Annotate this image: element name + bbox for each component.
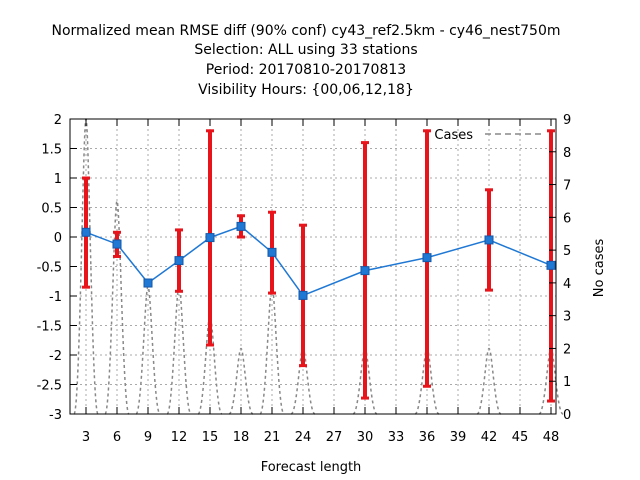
y-tick-label: 0 (54, 231, 62, 246)
y2-tick-label: 7 (563, 179, 571, 194)
x-tick-label: 12 (171, 430, 188, 445)
x-tick-label: 42 (481, 430, 498, 445)
y-tick-label: -1 (49, 290, 62, 305)
y2-tick-label: 9 (563, 113, 571, 128)
y2-tick-label: 0 (563, 408, 571, 423)
cases-peak (476, 347, 502, 415)
mean-point (267, 247, 277, 257)
cases-peak (197, 314, 223, 415)
mean-point (484, 235, 494, 245)
x-tick-label: 18 (233, 430, 250, 445)
error-bars (82, 129, 555, 403)
title-line-4: Visibility Hours: {00,06,12,18} (198, 82, 414, 98)
x-tick-label: 36 (419, 430, 436, 445)
y-tick-label: -1.5 (37, 320, 62, 335)
title-line-1: Normalized mean RMSE diff (90% conf) cy4… (51, 23, 560, 39)
x-tick-label: 9 (144, 430, 152, 445)
mean-point (143, 278, 153, 288)
legend: Cases (434, 128, 543, 143)
title-line-3: Period: 20170810-20170813 (206, 62, 406, 78)
y2-tick-label: 1 (563, 375, 571, 390)
mean-point (81, 227, 91, 237)
y-tick-label: 0.5 (41, 202, 62, 217)
y-tick-label: 2 (54, 113, 62, 128)
plot-frame (69, 118, 557, 415)
x-tick-label: 27 (326, 430, 343, 445)
y-tick-label: 1 (54, 172, 62, 187)
y2-tick-label: 2 (563, 342, 571, 357)
x-tick-label: 24 (295, 430, 312, 445)
x-axis-label: Forecast length (261, 460, 362, 475)
y2-tick-label: 4 (563, 277, 571, 292)
y-axis-ticks: 2 1.5 1 0.5 0 -0.5 -1 -1.5 -2 -2.5 -3 (37, 113, 77, 423)
x-tick-label: 39 (450, 430, 467, 445)
x-tick-label: 48 (543, 430, 560, 445)
x-tick-label: 6 (113, 430, 121, 445)
y2-tick-label: 3 (563, 310, 571, 325)
mean-point (298, 290, 308, 300)
chart-title: Normalized mean RMSE diff (90% conf) cy4… (51, 23, 560, 98)
y2-tick-label: 6 (563, 211, 571, 226)
y-tick-label: -2.5 (37, 379, 62, 394)
mean-point (360, 266, 370, 276)
cases-peak (104, 200, 130, 415)
mean-point (236, 221, 246, 231)
x-tick-label: 33 (388, 430, 405, 445)
x-tick-label: 15 (202, 430, 219, 445)
legend-label-cases: Cases (434, 128, 473, 143)
y-tick-label: -2 (49, 349, 62, 364)
mean-point (174, 256, 184, 266)
x-tick-label: 3 (82, 430, 90, 445)
x-tick-label: 45 (512, 430, 529, 445)
mean-point (205, 233, 215, 243)
cases-peak (228, 347, 254, 415)
y-tick-label: 1.5 (41, 143, 62, 158)
y2-tick-label: 5 (563, 244, 571, 259)
mean-line (85, 225, 552, 297)
x-axis-ticks: 3 6 9 12 15 18 21 24 27 30 33 36 39 42 45 48 (82, 119, 559, 445)
mean-series (81, 221, 556, 300)
y2-tick-label: 8 (563, 146, 571, 161)
mean-point (422, 253, 432, 263)
mean-point (112, 239, 122, 249)
y2-axis-label: No cases (592, 239, 607, 298)
y-tick-label: -0.5 (37, 261, 62, 276)
x-tick-label: 30 (357, 430, 374, 445)
mean-point (546, 260, 556, 270)
y2-axis-ticks: 9 8 7 6 5 4 3 2 1 0 (549, 113, 571, 423)
title-line-2: Selection: ALL using 33 stations (194, 42, 417, 58)
grid (70, 119, 556, 414)
y-tick-label: -3 (49, 408, 62, 423)
x-tick-label: 21 (264, 430, 281, 445)
